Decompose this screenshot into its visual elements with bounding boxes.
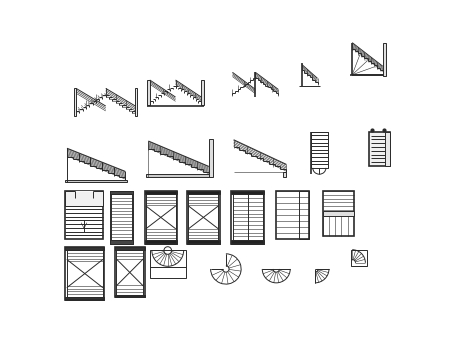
Polygon shape [371,63,374,65]
Polygon shape [109,97,112,99]
Bar [351,250,367,266]
Bar [115,247,145,250]
Bar [65,180,127,182]
Polygon shape [116,101,119,103]
Bar [109,240,133,244]
Polygon shape [132,111,136,113]
Bar [189,195,219,240]
Bar [323,211,354,216]
Polygon shape [377,68,380,70]
Polygon shape [76,111,80,113]
Bar [146,195,176,240]
Bar [145,240,177,244]
Polygon shape [86,105,89,107]
Bar [111,195,132,240]
Bar [117,250,143,295]
Bar [233,195,263,240]
Polygon shape [374,65,377,68]
Polygon shape [112,99,116,101]
Polygon shape [126,107,129,109]
Bar [65,247,104,250]
Bar [323,191,354,236]
Bar [145,191,177,244]
Bar [146,174,211,177]
Polygon shape [122,105,126,107]
Bar [283,172,286,177]
Bar [231,240,264,244]
Polygon shape [365,58,367,61]
Polygon shape [89,103,92,105]
Polygon shape [129,109,132,111]
Bar [209,140,213,176]
Bar [187,191,219,244]
Bar [187,191,219,195]
Polygon shape [380,70,383,73]
Polygon shape [80,109,82,111]
Polygon shape [96,99,99,101]
Polygon shape [361,56,365,58]
Bar [231,191,264,244]
Bar [115,295,145,298]
Bar [299,191,309,239]
Bar [136,88,137,116]
Bar [65,191,103,206]
Polygon shape [99,97,102,99]
Bar [115,247,145,298]
Bar [65,191,103,239]
Polygon shape [367,61,371,63]
Bar [201,80,204,105]
Bar [311,132,328,168]
Polygon shape [82,107,86,109]
Bar [385,132,390,166]
Bar [74,88,76,116]
Polygon shape [92,101,96,103]
Bar [383,43,386,76]
Bar [109,191,133,195]
Polygon shape [352,49,356,51]
Bar [145,191,177,195]
Bar [231,191,264,195]
Polygon shape [119,103,122,105]
Polygon shape [356,51,358,53]
Bar [187,240,219,244]
Bar [369,132,390,166]
Polygon shape [102,95,106,97]
Bar [149,250,186,278]
Bar [65,247,104,300]
Bar [109,191,133,244]
Bar [276,191,309,239]
Bar [147,80,150,105]
Bar [65,297,104,300]
Bar [67,250,103,297]
Polygon shape [106,95,109,97]
Polygon shape [358,53,361,56]
